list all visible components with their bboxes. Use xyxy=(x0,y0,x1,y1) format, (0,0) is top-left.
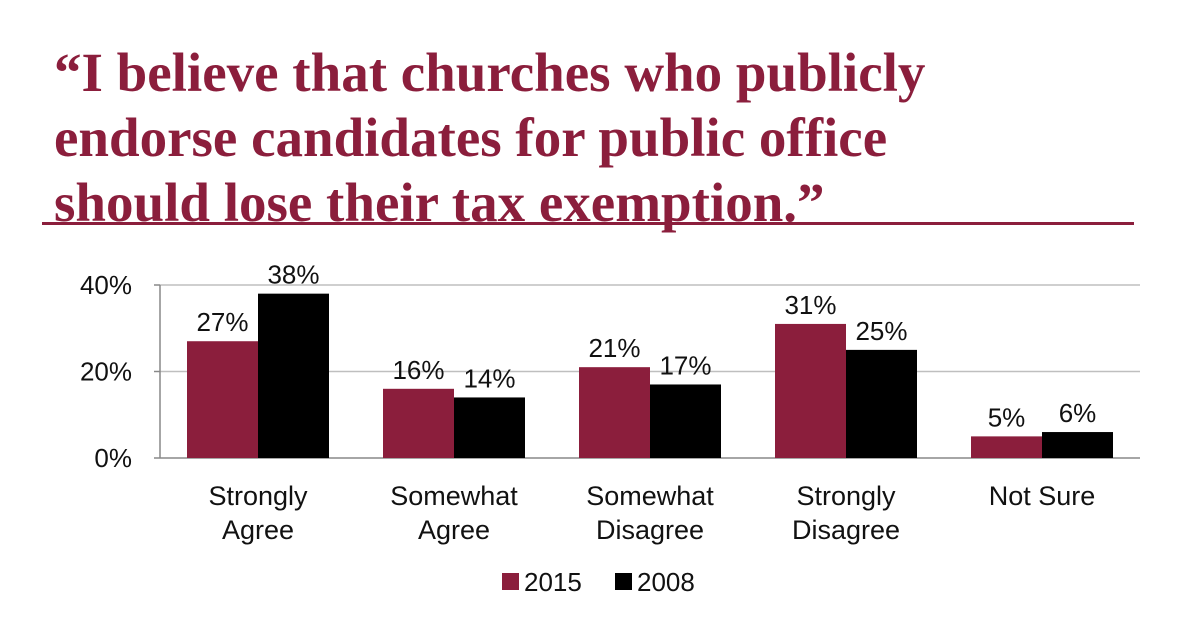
bar-2015-1 xyxy=(383,388,454,458)
x-tick-label: Not Sure xyxy=(989,481,1096,511)
bar-2015-3 xyxy=(775,323,846,458)
x-tick-label: Disagree xyxy=(596,515,704,545)
chart-title: “I believe that churches who publicly en… xyxy=(54,40,1154,235)
x-tick-label: Disagree xyxy=(792,515,900,545)
legend-swatch-2015 xyxy=(502,573,519,590)
title-underline xyxy=(42,222,1134,225)
bar-2008-4 xyxy=(1042,432,1113,458)
bar-2015-2 xyxy=(579,367,650,458)
x-tick-label: Somewhat xyxy=(586,481,714,511)
y-tick-label: 0% xyxy=(94,443,132,473)
bar-2015-0 xyxy=(187,341,258,458)
data-label-2008-4: 6% xyxy=(1059,398,1097,428)
bar-2008-1 xyxy=(454,397,525,458)
x-tick-label: Strongly xyxy=(208,481,308,511)
x-tick-label: Strongly xyxy=(796,481,896,511)
data-label-2015-4: 5% xyxy=(988,402,1026,432)
bar-2015-4 xyxy=(971,436,1042,458)
data-label-2008-0: 38% xyxy=(267,260,319,290)
data-label-2008-1: 14% xyxy=(463,363,515,393)
bar-2008-3 xyxy=(846,349,917,458)
x-tick-label: Somewhat xyxy=(390,481,518,511)
data-label-2015-2: 21% xyxy=(588,333,640,363)
legend-label-2008: 2008 xyxy=(637,567,695,597)
bar-2008-2 xyxy=(650,384,721,458)
title-line-1: “I believe that churches who publicly xyxy=(54,42,926,103)
title-line-2: endorse candidates for public office xyxy=(54,107,888,168)
data-label-2008-3: 25% xyxy=(855,316,907,346)
data-label-2015-3: 31% xyxy=(784,290,836,320)
legend-swatch-2008 xyxy=(615,573,632,590)
y-tick-label: 40% xyxy=(80,270,132,300)
x-tick-label: Agree xyxy=(418,515,490,545)
x-tick-label: Agree xyxy=(222,515,294,545)
data-label-2015-0: 27% xyxy=(196,307,248,337)
data-label-2008-2: 17% xyxy=(659,350,711,380)
y-tick-label: 20% xyxy=(80,357,132,387)
bar-2008-0 xyxy=(258,293,329,458)
data-label-2015-1: 16% xyxy=(392,355,444,385)
legend-label-2015: 2015 xyxy=(524,567,582,597)
